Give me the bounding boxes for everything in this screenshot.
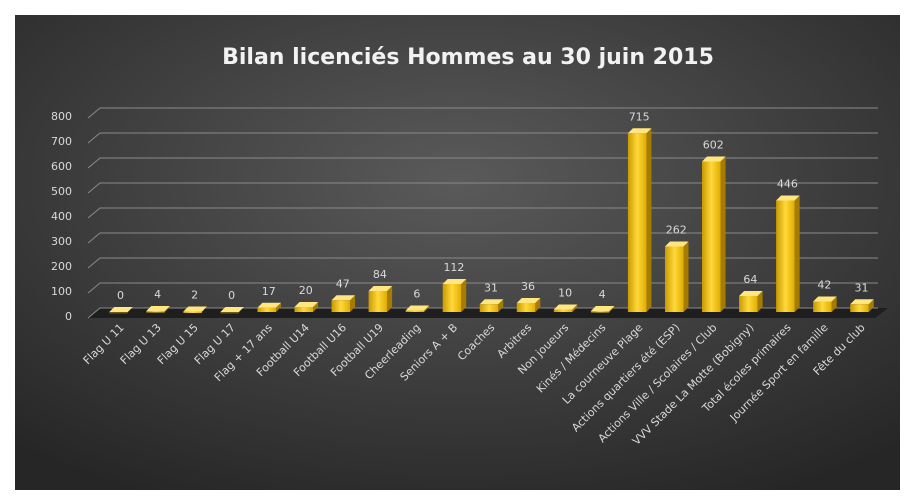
data-label: 0 bbox=[228, 289, 235, 302]
panel bbox=[15, 15, 900, 490]
y-tick-label: 300 bbox=[51, 235, 72, 248]
bar bbox=[368, 286, 393, 312]
bar bbox=[850, 299, 874, 312]
bar bbox=[257, 302, 281, 312]
grid-line bbox=[87, 182, 878, 194]
grid-line bbox=[87, 257, 878, 269]
data-label: 36 bbox=[521, 280, 535, 293]
data-label: 6 bbox=[413, 288, 420, 301]
y-tick-label: 400 bbox=[51, 210, 72, 223]
y-tick-label: 500 bbox=[51, 185, 72, 198]
bar bbox=[220, 307, 244, 314]
y-tick-label: 600 bbox=[51, 160, 72, 173]
data-label: 31 bbox=[854, 281, 868, 294]
grid-line bbox=[87, 282, 878, 294]
data-label: 602 bbox=[703, 139, 724, 152]
grid-line bbox=[87, 307, 878, 319]
bar bbox=[331, 295, 356, 312]
bar bbox=[294, 302, 319, 312]
data-label: 4 bbox=[154, 288, 161, 301]
y-tick-label: 200 bbox=[51, 260, 72, 273]
grid-line bbox=[87, 107, 878, 119]
grid-line bbox=[87, 232, 878, 244]
y-tick-label: 700 bbox=[51, 135, 72, 148]
bar bbox=[479, 299, 504, 312]
data-label: 31 bbox=[484, 281, 498, 294]
data-label: 64 bbox=[743, 273, 757, 286]
bar bbox=[146, 306, 170, 313]
floor bbox=[88, 308, 888, 318]
bar bbox=[776, 195, 800, 312]
data-label: 10 bbox=[558, 287, 572, 300]
y-tick-label: 100 bbox=[51, 285, 72, 298]
data-label: 0 bbox=[117, 289, 124, 302]
grid-line bbox=[87, 132, 878, 144]
chart-title: Bilan licenciés Hommes au 30 juin 2015 bbox=[222, 45, 714, 70]
bar bbox=[442, 279, 467, 312]
data-label: 20 bbox=[299, 284, 313, 297]
bar bbox=[739, 291, 763, 312]
bar bbox=[516, 298, 541, 312]
grid-line bbox=[87, 157, 878, 169]
data-label: 4 bbox=[599, 288, 606, 301]
bar bbox=[553, 304, 578, 312]
bar bbox=[405, 305, 430, 312]
data-label: 47 bbox=[336, 277, 350, 290]
bar bbox=[627, 128, 652, 312]
y-tick-label: 800 bbox=[51, 110, 72, 123]
grid-line bbox=[87, 207, 878, 219]
bar bbox=[813, 296, 837, 312]
bar bbox=[109, 307, 133, 314]
data-label: 17 bbox=[262, 285, 276, 298]
data-label: 446 bbox=[777, 178, 798, 191]
data-label: 112 bbox=[443, 261, 464, 274]
data-label: 262 bbox=[666, 224, 687, 237]
bar bbox=[664, 241, 689, 312]
data-label: 42 bbox=[817, 279, 831, 292]
data-label: 84 bbox=[373, 268, 387, 281]
data-label: 715 bbox=[629, 110, 650, 123]
bar bbox=[183, 306, 207, 313]
bar bbox=[590, 306, 615, 313]
y-tick-label: 0 bbox=[65, 310, 72, 323]
data-label: 2 bbox=[191, 289, 198, 302]
bar bbox=[702, 156, 726, 312]
